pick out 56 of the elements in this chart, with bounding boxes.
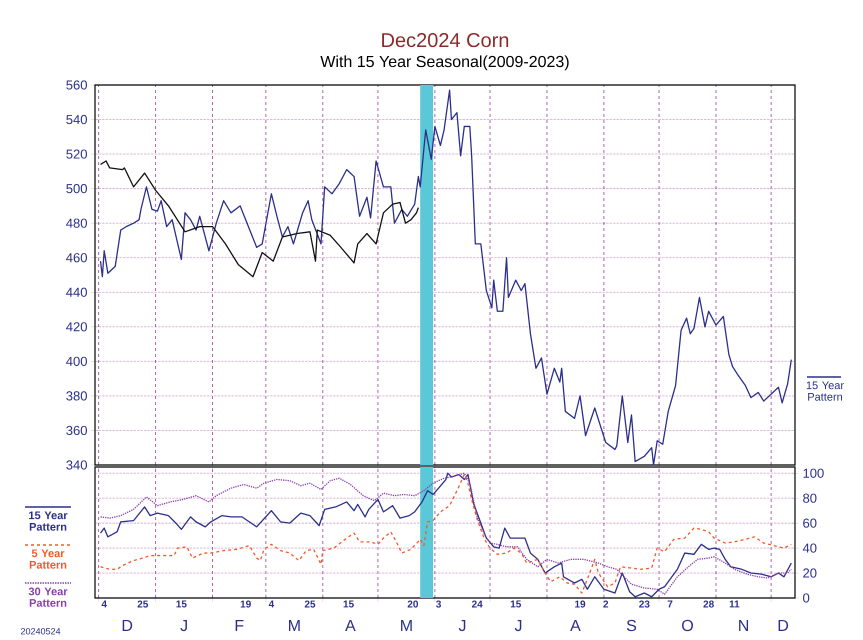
y-tick-label: 520 [66, 149, 87, 159]
chart-title: Dec2024 Corn [382, 33, 508, 48]
y-tick-label: 420 [66, 322, 87, 332]
x-tick-label: 4 [268, 600, 274, 608]
legend-label: 5 Year Pattern [30, 550, 66, 569]
y-tick-label: 460 [66, 253, 87, 262]
text: J [180, 620, 187, 632]
legend-label: 15 Year Pattern [29, 512, 68, 531]
y2-tick-label: 40 [802, 543, 816, 553]
legend-label: 30 Year Pattern [28, 588, 68, 607]
y-tick-label: 480 [66, 218, 87, 228]
text: S [626, 620, 636, 632]
text: A [570, 620, 581, 631]
text: O [682, 620, 693, 632]
x-tick-label: 28 [703, 600, 714, 608]
x-tick-label: 15 [510, 600, 522, 608]
y2-tick-label: 0 [803, 593, 810, 603]
y-tick-label: 400 [66, 356, 87, 366]
y-tick-label: 440 [66, 288, 87, 297]
text: M [289, 620, 300, 631]
x-tick-label: 20 [408, 600, 418, 608]
text: N [739, 620, 748, 631]
y2-tick-label: 100 [804, 468, 824, 478]
x-tick-label: 19 [240, 600, 251, 608]
text: F [236, 620, 244, 631]
x-tick-label: 11 [730, 600, 740, 608]
y-tick-label: 380 [66, 391, 87, 400]
text: D [122, 620, 132, 631]
y-tick-label: 360 [66, 426, 87, 436]
x-tick-label: 25 [138, 600, 148, 608]
text: J [514, 620, 522, 632]
x-tick-label: 25 [304, 600, 316, 608]
text: D [778, 620, 788, 631]
text: J [458, 620, 466, 632]
y-tick-label: 340 [66, 460, 87, 470]
x-tick-label: 15 [176, 600, 187, 608]
y2-tick-label: 60 [803, 518, 816, 528]
y-tick-label: 540 [66, 114, 87, 124]
x-tick-label: 19 [575, 600, 586, 608]
chart-subtitle: With 15 Year Seasonal(2009-2023) [320, 55, 569, 70]
line-series [100, 160, 420, 278]
x-tick-label: 2 [603, 600, 608, 608]
x-tick-label: 7 [668, 600, 672, 608]
y-tick-label: 560 [66, 80, 87, 90]
text: 20240524 [20, 628, 60, 634]
x-tick-label: 23 [639, 600, 650, 608]
text: A [345, 620, 356, 631]
text: M [401, 620, 412, 631]
x-tick-label: 15 [344, 600, 354, 608]
y2-tick-label: 80 [803, 494, 816, 503]
x-tick-label: 3 [436, 600, 441, 608]
x-tick-label: 4 [102, 600, 107, 608]
y-tick-label: 500 [66, 184, 87, 194]
legend-label: 15 Year Pattern [806, 382, 844, 401]
x-tick-label: 24 [472, 600, 483, 608]
y2-tick-label: 20 [803, 568, 816, 578]
